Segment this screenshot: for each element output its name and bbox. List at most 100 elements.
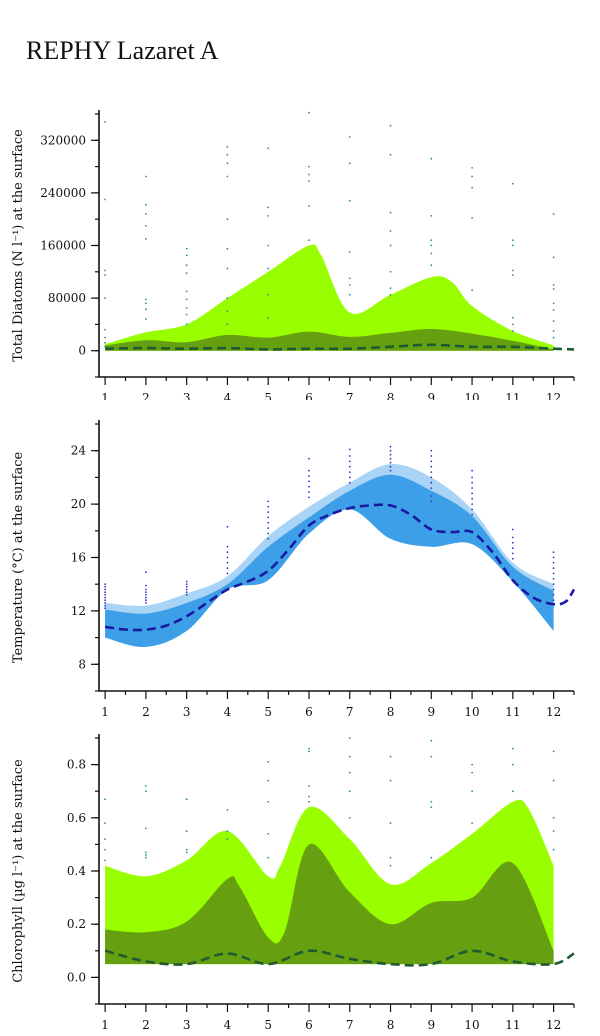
data-point [471, 217, 473, 219]
x-tick-label: 7 [346, 1018, 354, 1032]
data-point [471, 822, 473, 824]
data-point [430, 239, 433, 242]
data-point [552, 594, 555, 596]
data-point [267, 293, 270, 296]
data-point [308, 205, 310, 207]
data-point [389, 755, 392, 758]
data-point [552, 256, 555, 259]
y-tick-label: 160000 [40, 239, 86, 253]
data-point [389, 465, 392, 468]
data-point [226, 247, 229, 250]
data-point [389, 153, 392, 156]
x-tick-label: 7 [346, 391, 354, 400]
x-tick-label: 6 [305, 705, 313, 719]
data-point [348, 737, 351, 739]
data-point [430, 487, 433, 489]
data-point [471, 763, 473, 766]
data-point [226, 830, 229, 832]
data-point [552, 816, 555, 819]
data-point [104, 274, 106, 276]
data-point [267, 500, 270, 503]
data-point [267, 532, 270, 535]
y-tick-label: 0.8 [67, 758, 86, 772]
data-point [226, 323, 229, 326]
data-point [267, 761, 270, 763]
data-point [348, 481, 351, 484]
data-point [145, 790, 147, 793]
y-tick-label: 240000 [40, 186, 86, 200]
data-point [226, 525, 229, 528]
y-tick-label: 0.4 [67, 864, 86, 878]
data-point [267, 537, 270, 540]
y-tick-label: 0 [78, 344, 86, 358]
data-point [348, 455, 351, 457]
data-point [185, 580, 188, 583]
median-line [104, 503, 576, 632]
data-point [145, 571, 147, 574]
y-tick-label: 0.6 [67, 811, 86, 825]
data-point [552, 588, 555, 591]
y-tick-label: 0.2 [67, 917, 86, 931]
data-point [471, 476, 473, 479]
data-point [511, 182, 514, 185]
data-point [389, 124, 392, 127]
data-point [348, 790, 351, 793]
data-point [552, 309, 555, 311]
data-point [104, 198, 106, 201]
data-point [348, 251, 351, 254]
data-point [348, 471, 351, 473]
data-point [348, 476, 351, 479]
y-tick-label: 80000 [48, 291, 86, 305]
data-point [145, 854, 147, 856]
data-point [185, 851, 188, 854]
inner-band [105, 474, 554, 648]
data-point [471, 469, 473, 472]
data-point [104, 607, 106, 610]
y-tick-label: 12 [71, 604, 86, 618]
data-point [308, 485, 310, 488]
data-point [226, 556, 229, 559]
data-point [185, 264, 188, 267]
data-point [104, 859, 106, 862]
data-point [104, 838, 106, 840]
y-axis-label: Chlorophyll (µg l⁻¹) at the surface [11, 759, 26, 983]
x-tick-label: 10 [464, 705, 479, 719]
data-point [226, 218, 229, 221]
data-point [471, 790, 473, 793]
data-point [226, 175, 229, 178]
y-axis-label: Temperature (°C) at the surface [11, 452, 26, 664]
data-point [104, 269, 106, 272]
data-point [104, 345, 106, 348]
data-point [104, 604, 106, 607]
data-point [430, 449, 433, 452]
data-point [104, 328, 106, 331]
data-point [226, 310, 229, 313]
data-point [145, 341, 147, 344]
data-point [552, 302, 555, 305]
data-point [348, 293, 351, 296]
data-point [104, 599, 106, 602]
data-point [267, 856, 270, 859]
data-point [267, 521, 270, 524]
data-point [348, 460, 351, 463]
data-point [104, 583, 106, 586]
data-point [145, 827, 147, 830]
data-point [552, 599, 555, 602]
data-point [104, 798, 106, 801]
data-point [267, 511, 270, 513]
data-point [552, 213, 555, 215]
data-point [185, 588, 188, 591]
data-point [471, 167, 473, 169]
data-point [430, 244, 433, 247]
data-point [104, 822, 106, 824]
data-point [185, 290, 188, 293]
data-point [308, 111, 310, 114]
y-tick-label: 24 [71, 444, 87, 458]
data-point [267, 206, 270, 209]
data-point [389, 457, 392, 460]
data-point [145, 298, 147, 301]
data-point [308, 750, 310, 753]
data-point [185, 298, 188, 301]
y-tick-label: 8 [78, 657, 86, 671]
data-point [267, 267, 270, 270]
